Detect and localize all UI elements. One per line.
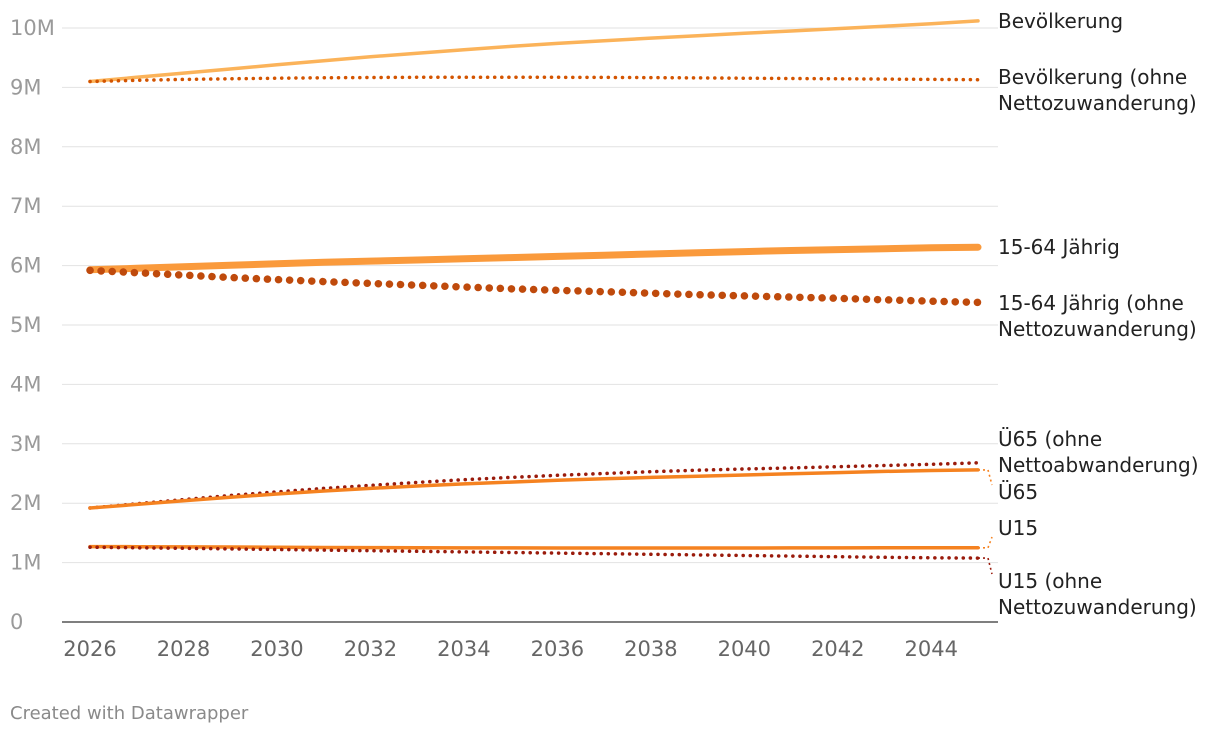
series-lines <box>86 19 982 560</box>
y-tick-label: 10M <box>10 16 55 40</box>
series-label: Nettozuwanderung) <box>998 595 1197 619</box>
x-tick-label: 2030 <box>250 637 303 661</box>
x-tick-label: 2034 <box>437 637 490 661</box>
series-label: Nettoabwanderung) <box>998 453 1199 477</box>
y-axis: 0 1M 2M 3M 4M 5M 6M 7M 8M 9M 10M <box>10 16 55 634</box>
y-tick-label: 1M <box>10 551 41 575</box>
series-label: 15-64 Jährig <box>998 235 1120 259</box>
series-label: 15-64 Jährig (ohne <box>998 291 1184 315</box>
x-axis: 2026 2028 2030 2032 2034 2036 2038 2040 2042 2044 <box>63 637 958 661</box>
series-label: Bevölkerung <box>998 9 1123 33</box>
series-line <box>88 468 980 510</box>
series-line <box>88 545 980 560</box>
x-tick-label: 2044 <box>905 637 958 661</box>
label-connector <box>978 557 993 575</box>
series-line <box>86 266 982 307</box>
x-tick-label: 2026 <box>63 637 116 661</box>
y-tick-label: 8M <box>10 135 41 159</box>
series-line <box>88 19 980 84</box>
series-label: Ü65 (ohne <box>998 427 1102 451</box>
y-tick-label: 4M <box>10 372 41 396</box>
label-connector <box>978 536 993 549</box>
series-line <box>88 544 980 550</box>
y-tick-label: 3M <box>10 432 41 456</box>
series-line <box>88 75 980 84</box>
y-tick-label: 5M <box>10 313 41 337</box>
series-label: U15 (ohne <box>998 569 1102 593</box>
x-tick-label: 2036 <box>531 637 584 661</box>
series-label: Ü65 <box>998 480 1038 504</box>
x-tick-label: 2032 <box>344 637 397 661</box>
x-tick-label: 2028 <box>157 637 210 661</box>
series-label: Nettozuwanderung) <box>998 91 1197 115</box>
series-line <box>86 243 982 274</box>
x-tick-label: 2038 <box>624 637 677 661</box>
series-label: U15 <box>998 516 1038 540</box>
series-line <box>88 461 980 510</box>
y-tick-label: 2M <box>10 491 41 515</box>
x-tick-label: 2042 <box>811 637 864 661</box>
gridlines <box>62 27 998 623</box>
y-tick-label: 6M <box>10 254 41 278</box>
series-label: Nettozuwanderung) <box>998 317 1197 341</box>
y-tick-label: 0 <box>10 610 23 634</box>
credit-text: Created with Datawrapper <box>10 703 249 724</box>
y-tick-label: 9M <box>10 75 41 99</box>
y-tick-label: 7M <box>10 194 41 218</box>
series-label: Bevölkerung (ohne <box>998 65 1187 89</box>
x-tick-label: 2040 <box>718 637 771 661</box>
label-connector <box>978 469 993 486</box>
